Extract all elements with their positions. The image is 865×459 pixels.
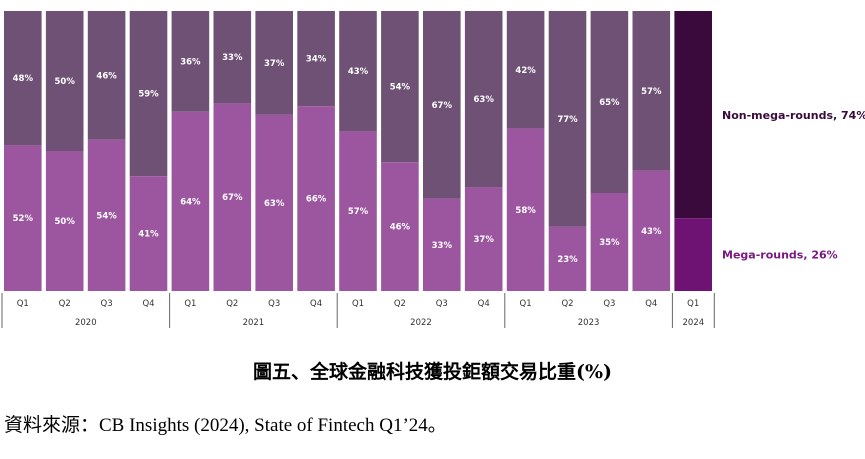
- data-label-non-mega: 63%: [474, 95, 495, 105]
- data-label-mega: 63%: [264, 199, 285, 209]
- data-label-non-mega: 54%: [390, 83, 411, 93]
- x-tick-label-quarter: Q4: [310, 299, 322, 309]
- figure-caption: 圖五、全球金融科技獲投鉅額交易比重(%): [252, 361, 613, 383]
- data-label-non-mega: 46%: [96, 71, 117, 81]
- x-tick-label-quarter: Q4: [142, 299, 154, 309]
- x-tick-label-quarter: Q2: [59, 299, 71, 309]
- data-label-mega: 58%: [515, 206, 536, 216]
- x-tick-label-quarter: Q3: [268, 299, 280, 309]
- data-label-mega: 35%: [599, 238, 620, 248]
- data-label-non-mega: 50%: [55, 77, 76, 87]
- x-tick-label-quarter: Q4: [478, 299, 490, 309]
- data-label-non-mega: 34%: [306, 55, 327, 65]
- data-label-non-mega: 42%: [515, 66, 536, 76]
- data-label-non-mega: 33%: [222, 53, 243, 63]
- x-tick-label-quarter: Q3: [436, 299, 448, 309]
- bar-mega-rounds: [45, 151, 84, 291]
- bar-non-mega-rounds: [297, 11, 335, 107]
- data-label-mega: 46%: [390, 223, 411, 233]
- data-label-mega: 33%: [432, 241, 453, 251]
- x-tick-label-year: 2020: [75, 318, 97, 328]
- bar-mega-rounds: [674, 218, 712, 291]
- bar-non-mega-rounds: [548, 11, 587, 227]
- legend-entry-mega-rounds: Mega-rounds, 26%: [722, 249, 838, 262]
- legend-entry-non-mega-rounds: Non-mega-rounds, 74%: [722, 109, 865, 122]
- bar-mega-rounds: [297, 106, 335, 291]
- data-label-non-mega: 77%: [557, 115, 578, 125]
- x-tick-label-quarter: Q1: [352, 299, 364, 309]
- data-label-mega: 67%: [222, 193, 243, 203]
- bar-mega-rounds: [87, 139, 126, 291]
- bar-non-mega-rounds: [4, 11, 42, 146]
- bar-non-mega-rounds: [590, 11, 629, 193]
- bar-mega-rounds: [213, 103, 252, 292]
- data-label-mega: 23%: [557, 255, 578, 265]
- data-label-non-mega: 37%: [264, 59, 285, 69]
- data-label-mega: 43%: [641, 227, 662, 237]
- x-tick-label-year: 2024: [683, 318, 705, 328]
- x-tick-label-quarter: Q1: [687, 299, 699, 309]
- data-label-mega: 50%: [55, 217, 76, 227]
- bar-non-mega-rounds: [674, 11, 712, 219]
- bar-non-mega-rounds: [255, 11, 293, 115]
- data-label-non-mega: 43%: [348, 67, 369, 77]
- bar-mega-rounds: [4, 145, 42, 291]
- data-label-mega: 64%: [180, 197, 201, 207]
- x-tick-label-quarter: Q1: [184, 299, 196, 309]
- bar-non-mega-rounds: [381, 11, 419, 163]
- bar-non-mega-rounds: [339, 11, 377, 132]
- x-tick-label-quarter: Q1: [520, 299, 532, 309]
- bar-mega-rounds: [129, 176, 168, 291]
- data-label-mega: 52%: [13, 214, 34, 224]
- bar-mega-rounds: [339, 131, 377, 291]
- bar-mega-rounds: [464, 187, 503, 291]
- bar-non-mega-rounds: [87, 11, 126, 140]
- bar-mega-rounds: [255, 114, 293, 291]
- stacked-bar-chart: 48% 52% Q1 50% 50% Q2 46% 54% Q3 59% 41% Q4 36% 64% Q1…: [1, 11, 865, 328]
- bar-non-mega-rounds: [506, 11, 545, 129]
- bar-mega-rounds: [632, 170, 671, 291]
- source-note: 資料來源：CB Insights (2024), State of Fintec…: [4, 415, 447, 436]
- data-label-mega: 54%: [96, 211, 117, 221]
- x-tick-label-year: 2023: [578, 318, 600, 328]
- data-label-mega: 37%: [474, 235, 495, 245]
- data-label-non-mega: 65%: [599, 98, 620, 108]
- data-label-mega: 66%: [306, 195, 327, 205]
- bar-mega-rounds: [381, 162, 419, 291]
- bar-mega-rounds: [590, 193, 629, 291]
- x-tick-label-year: 2022: [410, 318, 432, 328]
- data-label-non-mega: 67%: [432, 101, 453, 111]
- bar-non-mega-rounds: [213, 11, 252, 104]
- bar-non-mega-rounds: [45, 11, 84, 151]
- bar-non-mega-rounds: [129, 11, 168, 177]
- x-tick-label-year: 2021: [243, 318, 265, 328]
- x-tick-label-quarter: Q2: [394, 299, 406, 309]
- data-label-non-mega: 36%: [180, 57, 201, 67]
- x-tick-label-quarter: Q3: [603, 299, 615, 309]
- bar-non-mega-rounds: [171, 11, 210, 112]
- data-label-non-mega: 59%: [138, 90, 159, 100]
- x-tick-label-quarter: Q2: [226, 299, 238, 309]
- bar-mega-rounds: [423, 198, 461, 291]
- bar-non-mega-rounds: [632, 11, 671, 171]
- data-label-mega: 57%: [348, 207, 369, 217]
- x-tick-label-quarter: Q1: [17, 299, 29, 309]
- data-label-mega: 41%: [138, 230, 159, 240]
- bar-non-mega-rounds: [423, 11, 461, 199]
- data-label-non-mega: 57%: [641, 87, 662, 97]
- data-label-non-mega: 48%: [13, 74, 34, 84]
- bar-mega-rounds: [548, 226, 587, 291]
- bar-mega-rounds: [171, 111, 210, 291]
- x-tick-label-quarter: Q2: [561, 299, 573, 309]
- bar-mega-rounds: [506, 128, 545, 291]
- x-tick-label-quarter: Q3: [101, 299, 113, 309]
- x-tick-label-quarter: Q4: [645, 299, 657, 309]
- bar-non-mega-rounds: [464, 11, 503, 188]
